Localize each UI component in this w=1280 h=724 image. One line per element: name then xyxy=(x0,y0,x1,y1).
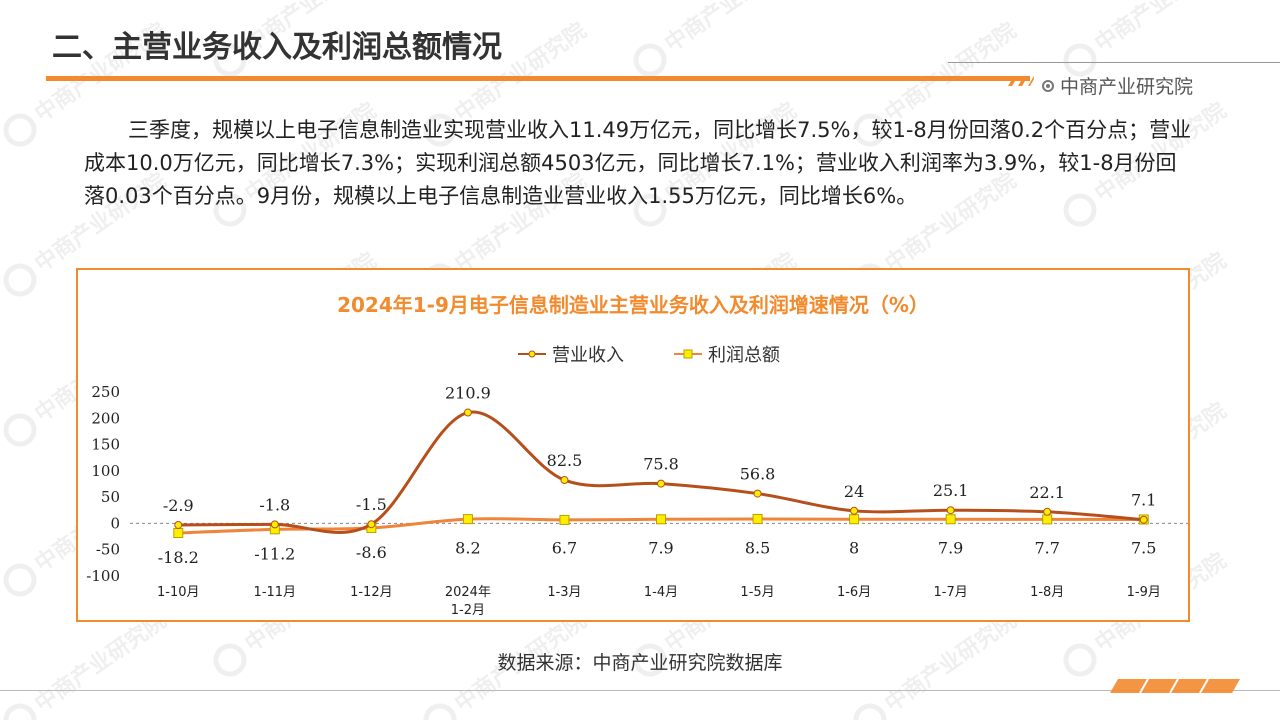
data-label-profit: -8.6 xyxy=(356,543,387,562)
data-point xyxy=(656,514,666,525)
data-label-profit: 8.5 xyxy=(745,538,770,557)
svg-text:中商产业研究院: 中商产业研究院 xyxy=(1090,0,1231,57)
data-point xyxy=(945,514,956,525)
y-tick-label: 100 xyxy=(91,462,120,480)
data-point xyxy=(1042,514,1053,525)
x-tick-label: 1-9月 xyxy=(1127,585,1161,600)
y-tick-label: -100 xyxy=(86,567,120,585)
data-label-profit: 7.7 xyxy=(1034,538,1059,557)
data-point xyxy=(1139,515,1148,524)
y-tick-label: 0 xyxy=(110,514,120,532)
legend-marker xyxy=(683,349,693,359)
bottom-stripes-decoration xyxy=(1110,679,1240,693)
brand-label: 中商产业研究院 xyxy=(1042,72,1193,99)
data-label-revenue: -1.5 xyxy=(356,495,387,514)
data-label-profit: -11.2 xyxy=(254,544,295,563)
data-label-revenue: 56.8 xyxy=(740,465,776,484)
data-point xyxy=(462,514,473,525)
x-tick-label: 1-6月 xyxy=(837,585,871,600)
x-tick-label: 1-3月 xyxy=(547,585,581,600)
svg-text:中商产业研究院: 中商产业研究院 xyxy=(660,0,801,57)
data-point xyxy=(367,520,376,529)
brand-text: 中商产业研究院 xyxy=(1060,76,1194,98)
data-label-revenue: 82.5 xyxy=(547,451,583,470)
data-point xyxy=(753,489,762,498)
x-tick-label: 1-12月 xyxy=(350,585,393,600)
y-tick-label: 150 xyxy=(91,436,120,454)
data-label-revenue: -2.9 xyxy=(163,496,194,515)
data-point xyxy=(752,513,763,524)
stripes-decoration xyxy=(1008,76,1034,86)
y-tick-label: 50 xyxy=(101,488,120,506)
series-line-revenue xyxy=(178,410,1144,534)
line-chart: 2024年1-9月电子信息制造业主营业务收入及利润增速情况（%） 营业收入 利润总额… xyxy=(86,293,1188,618)
x-tick-label: 1-10月 xyxy=(157,585,200,600)
y-tick-label: 250 xyxy=(91,383,120,401)
data-point xyxy=(270,520,279,529)
data-point xyxy=(173,527,184,538)
data-label-profit: 7.9 xyxy=(938,538,963,557)
x-tick-label: 1-2月 xyxy=(451,603,485,618)
data-label-revenue: 24 xyxy=(844,482,864,501)
data-point xyxy=(560,476,569,485)
data-label-revenue: -1.8 xyxy=(259,495,290,514)
x-tick-label: 1-7月 xyxy=(934,585,968,600)
data-label-profit: -18.2 xyxy=(158,548,199,567)
x-tick-label: 2024年 xyxy=(445,585,491,600)
x-tick-label: 1-5月 xyxy=(740,585,774,600)
data-point xyxy=(463,408,472,417)
data-point xyxy=(849,514,860,525)
page-title: 二、主营业务收入及利润总额情况 xyxy=(52,30,502,65)
x-tick-label: 1-8月 xyxy=(1030,585,1064,600)
brand-dot-icon xyxy=(1042,79,1054,92)
data-point xyxy=(850,506,859,515)
title-divider-thin xyxy=(948,62,1280,63)
x-tick-label: 1-4月 xyxy=(644,585,678,600)
summary-paragraph: 三季度，规模以上电子信息制造业实现营业收入11.49万亿元，同比增长7.5%，较… xyxy=(84,118,1192,208)
legend-marker xyxy=(528,350,536,358)
data-label-revenue: 75.8 xyxy=(643,455,679,474)
x-tick-label: 1-11月 xyxy=(254,585,297,600)
chart-title: 2024年1-9月电子信息制造业主营业务收入及利润增速情况（%） xyxy=(337,293,929,317)
data-label-profit: 8 xyxy=(849,538,859,557)
data-point xyxy=(174,520,183,529)
bottom-divider xyxy=(0,690,1280,691)
data-point xyxy=(1043,507,1052,516)
y-tick-label: -50 xyxy=(96,541,120,559)
data-label-profit: 6.7 xyxy=(552,538,577,557)
y-tick-label: 200 xyxy=(91,409,120,427)
legend-label: 营业收入 xyxy=(552,345,624,366)
data-label-revenue: 25.1 xyxy=(933,481,969,500)
data-label-revenue: 22.1 xyxy=(1029,483,1065,502)
data-point xyxy=(946,506,955,515)
data-label-revenue: 7.1 xyxy=(1131,491,1156,510)
data-point xyxy=(657,479,665,488)
data-label-revenue: 210.9 xyxy=(445,384,491,403)
data-point xyxy=(559,514,570,525)
svg-text:中商产业研究院: 中商产业研究院 xyxy=(880,18,1021,128)
chart-container: 2024年1-9月电子信息制造业主营业务收入及利润增速情况（%） 营业收入 利润总额… xyxy=(76,268,1190,622)
data-label-profit: 8.2 xyxy=(455,538,480,557)
data-label-profit: 7.9 xyxy=(648,538,673,557)
data-label-profit: 7.5 xyxy=(1131,538,1156,557)
title-divider xyxy=(46,76,1030,81)
legend-label: 利润总额 xyxy=(708,345,780,366)
data-source: 数据来源：中商产业研究院数据库 xyxy=(497,652,783,674)
